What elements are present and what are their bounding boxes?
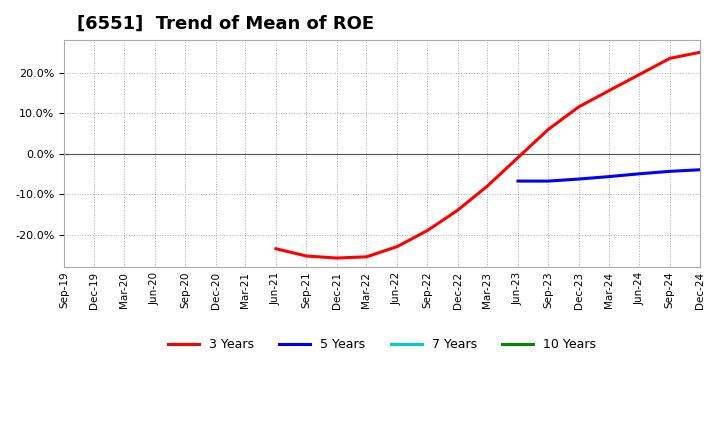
- Text: [6551]  Trend of Mean of ROE: [6551] Trend of Mean of ROE: [77, 15, 374, 33]
- Legend: 3 Years, 5 Years, 7 Years, 10 Years: 3 Years, 5 Years, 7 Years, 10 Years: [163, 333, 601, 356]
